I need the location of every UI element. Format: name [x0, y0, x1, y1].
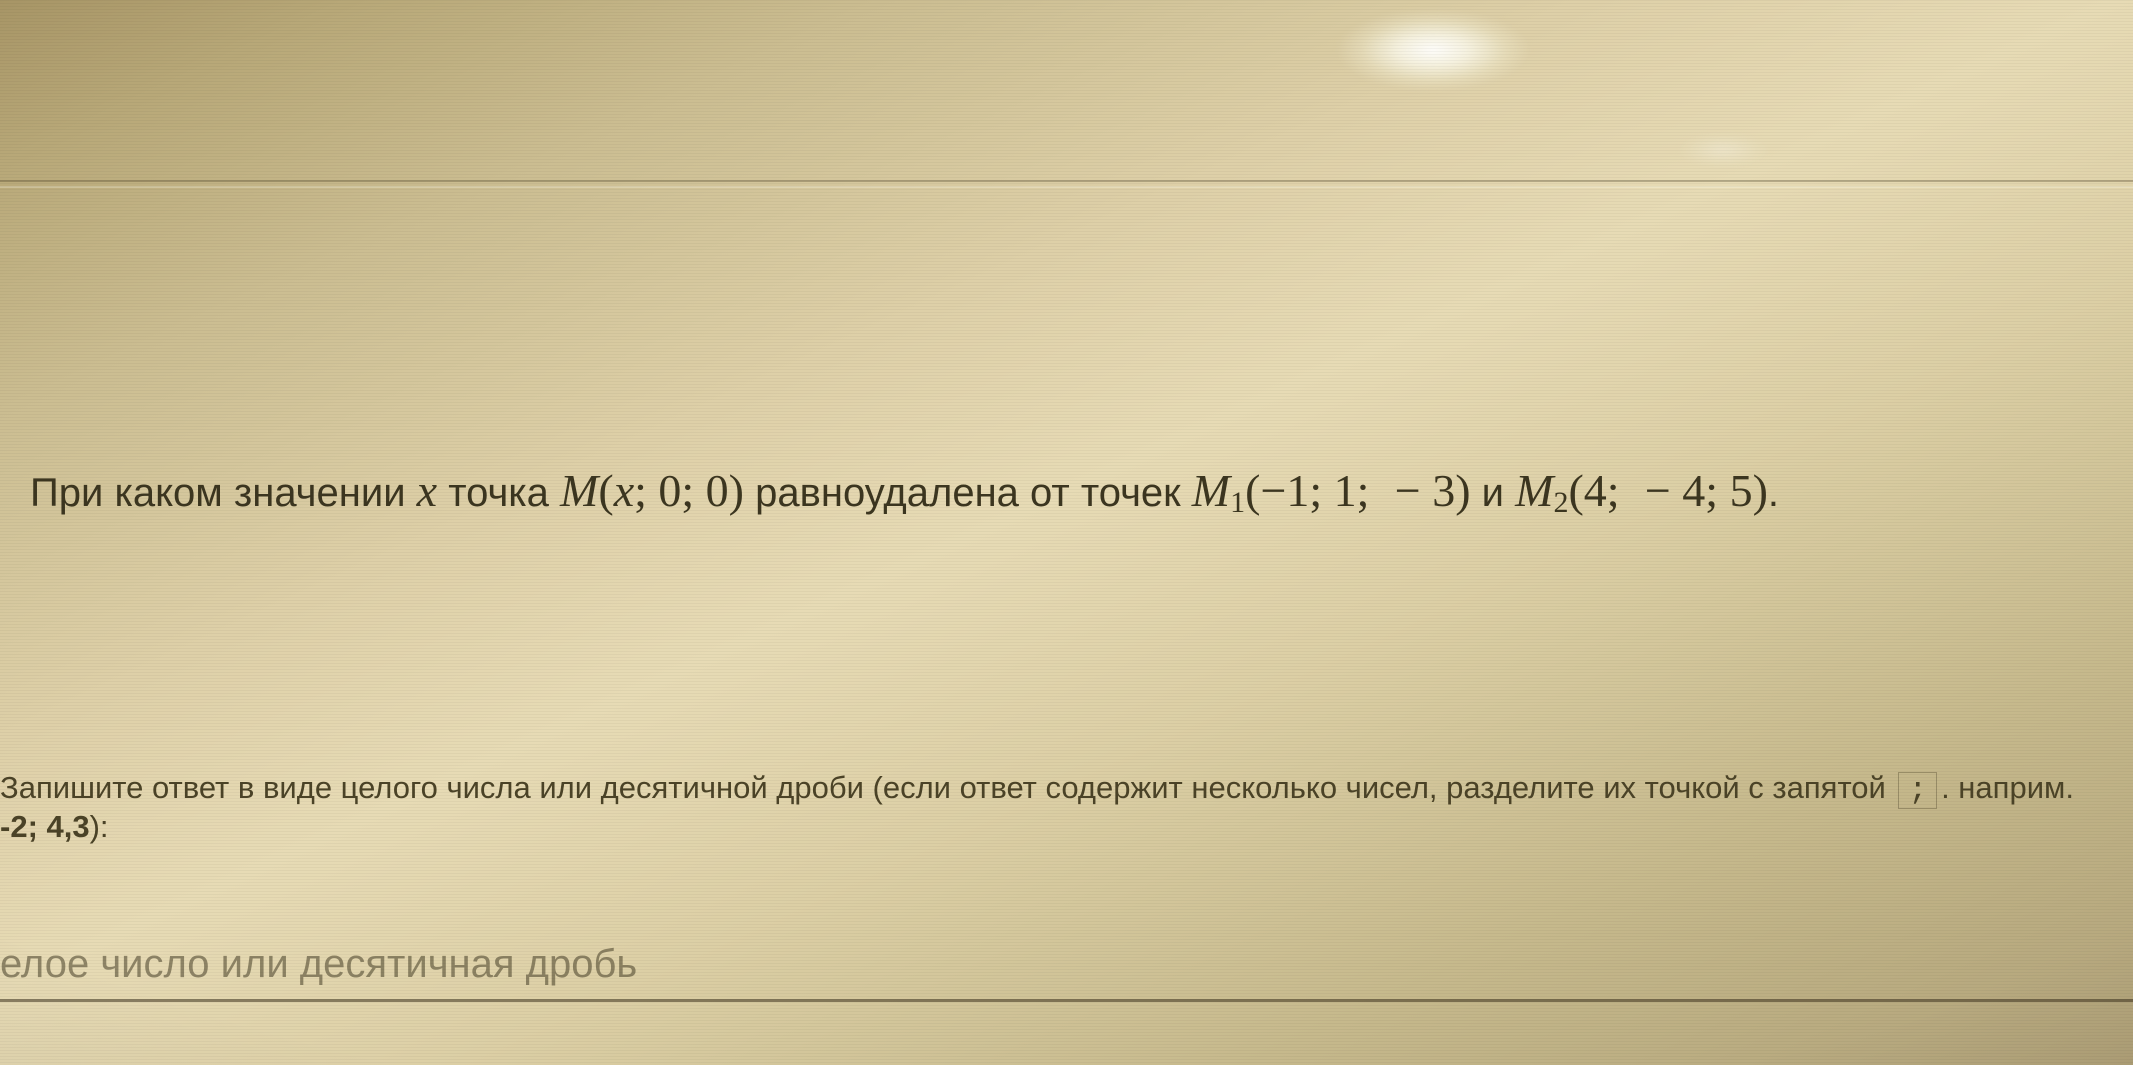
answer-input[interactable]	[0, 936, 2133, 1002]
screen-glare-secondary	[1653, 120, 1793, 180]
screen-glare	[1273, 0, 1593, 140]
question-and: и	[1471, 471, 1516, 515]
answer-row	[0, 936, 2133, 1002]
question-lead-a: При каком значении	[30, 471, 417, 515]
hint-mid: . наприм.	[1941, 770, 2074, 805]
answer-format-hint: Запишите ответ в виде целого числа или д…	[0, 770, 2093, 845]
hint-example: -2; 4,3	[0, 809, 90, 844]
symbol-M2: M	[1515, 465, 1553, 516]
symbol-M1: M	[1192, 465, 1230, 516]
M1-args: (−1; 1;− 3)	[1245, 465, 1470, 516]
question-lead-b: точка	[437, 471, 560, 515]
M1-subscript: 1	[1230, 486, 1245, 519]
M2-args: (4;− 4; 5)	[1568, 465, 1767, 516]
M2-subscript: 2	[1553, 486, 1568, 519]
hint-suffix: ):	[90, 809, 109, 844]
scanline-overlay	[0, 0, 2133, 1065]
M-args: (x; 0; 0)	[598, 465, 744, 516]
vignette-overlay	[0, 0, 2133, 1065]
question-mid: равноудалена от точек	[744, 471, 1192, 515]
section-separator	[0, 180, 2133, 188]
hint-prefix: Запишите ответ в виде целого числа или д…	[0, 770, 1894, 805]
separator-sample: ;	[1898, 772, 1937, 809]
question-tail: .	[1768, 471, 1779, 515]
symbol-M: M	[560, 465, 598, 516]
variable-x: x	[417, 465, 437, 516]
question-text: При каком значении x точка M(x; 0; 0) ра…	[30, 460, 2073, 524]
